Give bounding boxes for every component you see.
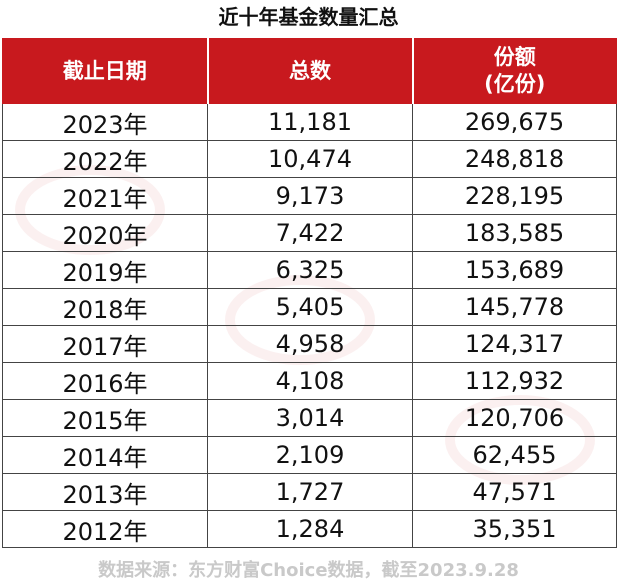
share-cell: 145,778	[412, 288, 617, 326]
table-row: 2021年 9,173 228,195	[2, 177, 617, 215]
date-cell: 2021年	[2, 177, 208, 215]
count-cell: 7,422	[207, 214, 413, 252]
date-cell: 2022年	[2, 140, 208, 178]
header-date: 截止日期	[2, 38, 208, 104]
date-cell: 2017年	[2, 325, 208, 363]
table-row: 2017年 4,958 124,317	[2, 325, 617, 363]
share-cell: 47,571	[412, 473, 617, 511]
table-row: 2015年 3,014 120,706	[2, 399, 617, 437]
header-row: 截止日期 总数 份额 (亿份)	[2, 38, 617, 104]
date-cell: 2018年	[2, 288, 208, 326]
share-cell: 112,932	[412, 362, 617, 400]
header-share-unit: (亿份)	[484, 72, 546, 96]
date-cell: 2014年	[2, 436, 208, 474]
count-cell: 2,109	[207, 436, 413, 474]
count-cell: 11,181	[207, 103, 413, 141]
count-cell: 6,325	[207, 251, 413, 289]
count-cell: 9,173	[207, 177, 413, 215]
table-row: 2016年 4,108 112,932	[2, 362, 617, 400]
header-share-label: 份额	[493, 45, 536, 69]
header-share: 份额 (亿份)	[411, 38, 617, 104]
share-cell: 35,351	[412, 510, 617, 548]
table-row: 2012年 1,284 35,351	[2, 510, 617, 548]
share-cell: 269,675	[412, 103, 617, 141]
table-row: 2020年 7,422 183,585	[2, 214, 617, 252]
share-cell: 120,706	[412, 399, 617, 437]
table-row: 2014年 2,109 62,455	[2, 436, 617, 474]
table-row: 2018年 5,405 145,778	[2, 288, 617, 326]
fund-summary-table: 截止日期 总数 份额 (亿份) 2023年 11,181 269,675 202…	[2, 38, 617, 548]
table-row: 2019年 6,325 153,689	[2, 251, 617, 289]
header-count: 总数	[206, 38, 413, 104]
table-title: 近十年基金数量汇总	[218, 5, 399, 29]
count-cell: 1,284	[207, 510, 413, 548]
count-cell: 1,727	[207, 473, 413, 511]
table-row: 2013年 1,727 47,571	[2, 473, 617, 511]
count-cell: 4,108	[207, 362, 413, 400]
date-cell: 2015年	[2, 399, 208, 437]
date-cell: 2012年	[2, 510, 208, 548]
date-cell: 2020年	[2, 214, 208, 252]
date-cell: 2023年	[2, 103, 208, 141]
count-cell: 3,014	[207, 399, 413, 437]
table-row: 2023年 11,181 269,675	[2, 103, 617, 141]
date-cell: 2016年	[2, 362, 208, 400]
share-cell: 153,689	[412, 251, 617, 289]
count-cell: 5,405	[207, 288, 413, 326]
count-cell: 10,474	[207, 140, 413, 178]
date-cell: 2019年	[2, 251, 208, 289]
date-cell: 2013年	[2, 473, 208, 511]
share-cell: 183,585	[412, 214, 617, 252]
count-cell: 4,958	[207, 325, 413, 363]
share-cell: 248,818	[412, 140, 617, 178]
share-cell: 124,317	[412, 325, 617, 363]
share-cell: 62,455	[412, 436, 617, 474]
source-note: 数据来源：东方财富Choice数据，截至2023.9.28	[98, 560, 519, 581]
share-cell: 228,195	[412, 177, 617, 215]
table-row: 2022年 10,474 248,818	[2, 140, 617, 178]
